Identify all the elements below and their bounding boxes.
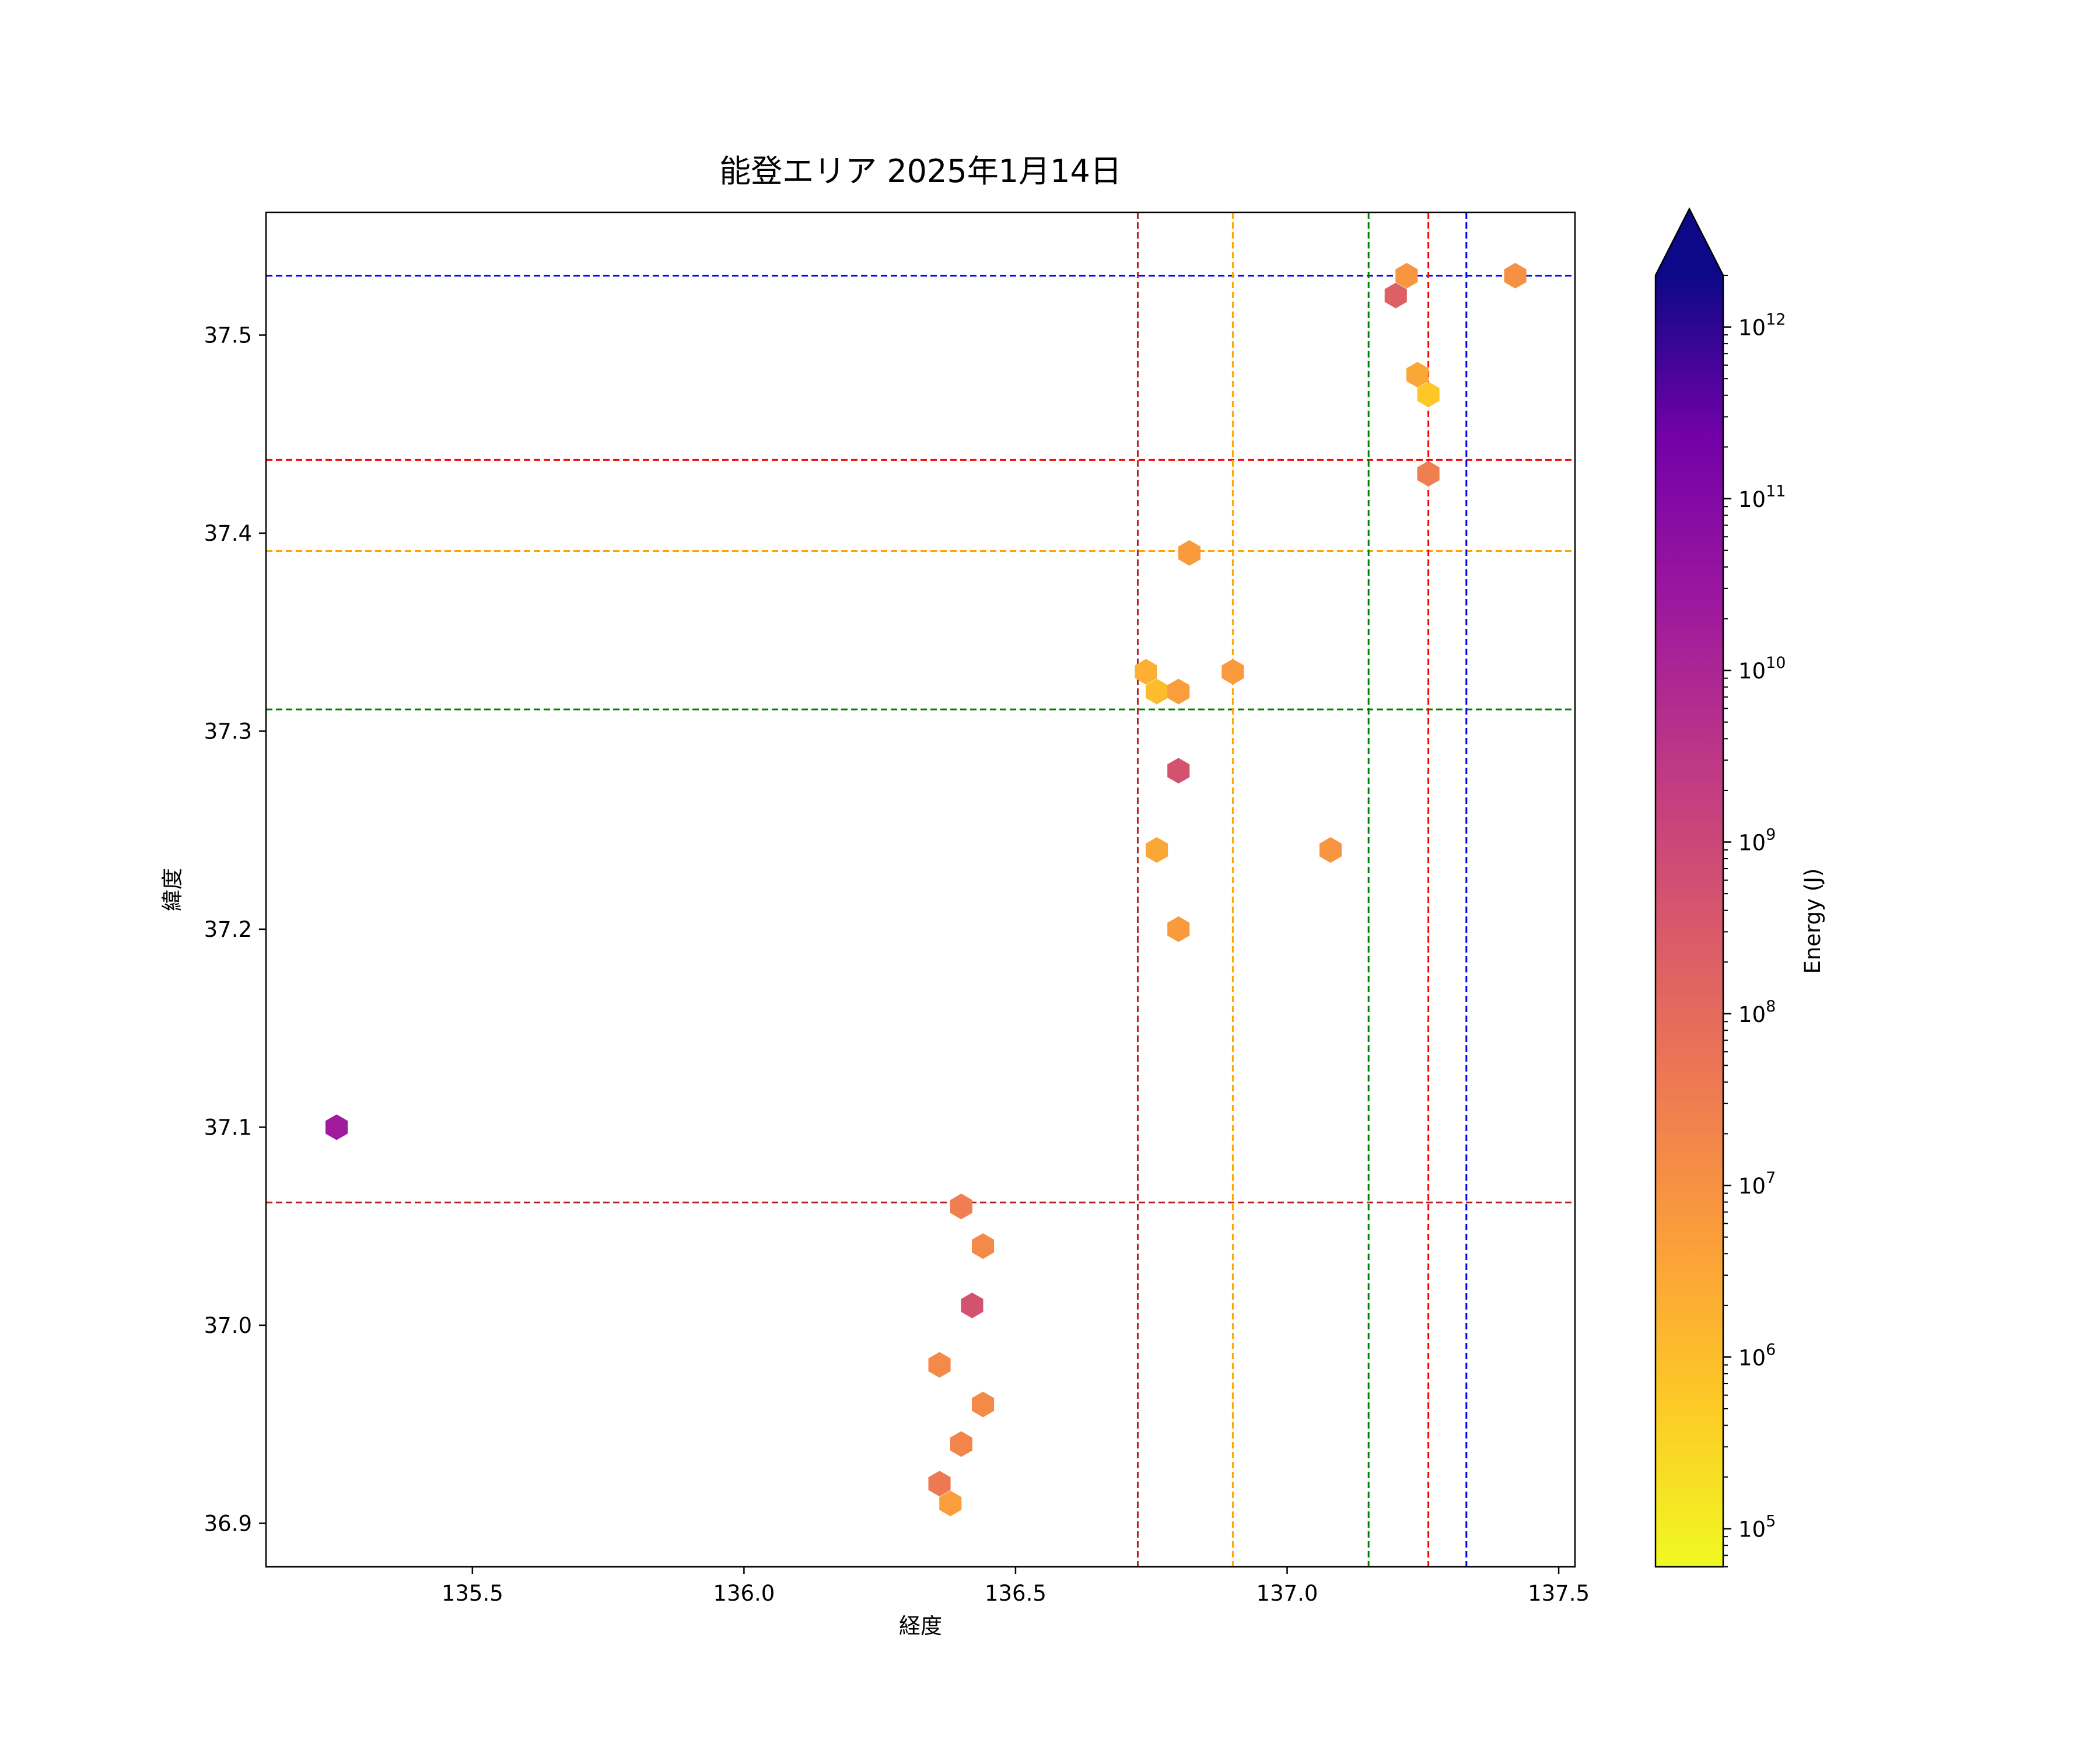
hexbin-point-10 xyxy=(1146,678,1168,705)
x-tick-label: 137.5 xyxy=(1528,1581,1590,1606)
hexbin-point-15 xyxy=(1146,837,1168,863)
hexbin-point-6 xyxy=(950,1431,972,1457)
chart-title: 能登エリア 2025年1月14日 xyxy=(719,153,1122,190)
colorbar-ticks: 105 106 107 108 109 1010 1011 1012 xyxy=(1723,275,1786,1567)
y-tick-label: 37.5 xyxy=(204,323,252,348)
y-tick-label: 37.4 xyxy=(204,521,252,546)
colorbar-tick-label: 107 xyxy=(1738,1169,1776,1199)
hexbin-point-22 xyxy=(1417,382,1440,408)
plot-frame xyxy=(265,211,1576,1568)
x-tick-label: 135.5 xyxy=(442,1581,503,1606)
x-tick-label: 136.5 xyxy=(985,1581,1046,1606)
hexbin-point-8 xyxy=(939,1490,962,1517)
colorbar-tick-label: 1010 xyxy=(1738,654,1786,684)
hexbin-point-17 xyxy=(1167,916,1190,942)
hexbin-point-18 xyxy=(1395,262,1418,289)
colorbar-extend-arrow xyxy=(1656,209,1723,275)
colorbar-tick-label: 1011 xyxy=(1738,482,1786,512)
hexbin-point-0 xyxy=(326,1114,348,1140)
y-tick-label: 37.3 xyxy=(204,719,252,744)
colorbar-tick-label: 1012 xyxy=(1738,311,1786,341)
x-tick-label: 136.0 xyxy=(713,1581,775,1606)
colorbar-tick-label: 105 xyxy=(1738,1513,1776,1542)
hexbin-point-12 xyxy=(1222,659,1244,685)
y-axis-label: 緯度 xyxy=(160,868,185,911)
hexbin-point-2 xyxy=(972,1233,995,1259)
colorbar-tick-label: 109 xyxy=(1738,826,1776,856)
hexbin-point-3 xyxy=(961,1292,984,1318)
y-tick-label: 37.0 xyxy=(204,1313,252,1338)
hexbin-point-7 xyxy=(928,1471,951,1497)
colorbar-tick-label: 106 xyxy=(1738,1340,1776,1370)
y-tick-label: 37.1 xyxy=(204,1115,252,1140)
y-tick-label: 36.9 xyxy=(204,1511,252,1536)
colorbar-frame xyxy=(1654,207,1724,1568)
colorbar-tick-label: 108 xyxy=(1738,998,1776,1027)
hexbin-point-14 xyxy=(1167,758,1190,784)
hexbin-point-11 xyxy=(1167,678,1190,705)
colorbar-gradient xyxy=(1656,275,1723,1567)
hexbin-points xyxy=(326,262,1527,1517)
hexbin-point-1 xyxy=(950,1194,972,1220)
hexbin-point-23 xyxy=(1417,461,1440,487)
y-axis-ticks: 36.9 37.0 37.1 37.2 37.3 37.4 37.5 xyxy=(204,323,266,1536)
hexbin-point-4 xyxy=(928,1352,951,1378)
hexbin-point-21 xyxy=(1406,362,1429,388)
hexbin-point-20 xyxy=(1384,282,1407,309)
hexbin-point-9 xyxy=(1135,659,1157,685)
x-axis-ticks: 135.5 136.0 136.5 137.0 137.5 xyxy=(442,1567,1590,1606)
x-tick-label: 137.0 xyxy=(1256,1581,1318,1606)
x-axis-label: 経度 xyxy=(899,1614,942,1639)
hexbin-point-13 xyxy=(1178,540,1200,566)
hexbin-point-16 xyxy=(1319,837,1342,863)
reference-lines xyxy=(266,212,1575,1567)
hexbin-point-19 xyxy=(1504,262,1527,289)
colorbar-label: Energy (J) xyxy=(1800,868,1825,974)
y-tick-label: 37.2 xyxy=(204,917,252,942)
colorbar: 105 106 107 108 109 1010 1011 1012 Energy (J) xyxy=(1654,207,1825,1568)
plot-area xyxy=(266,212,1575,1567)
hexbin-point-5 xyxy=(972,1391,995,1418)
